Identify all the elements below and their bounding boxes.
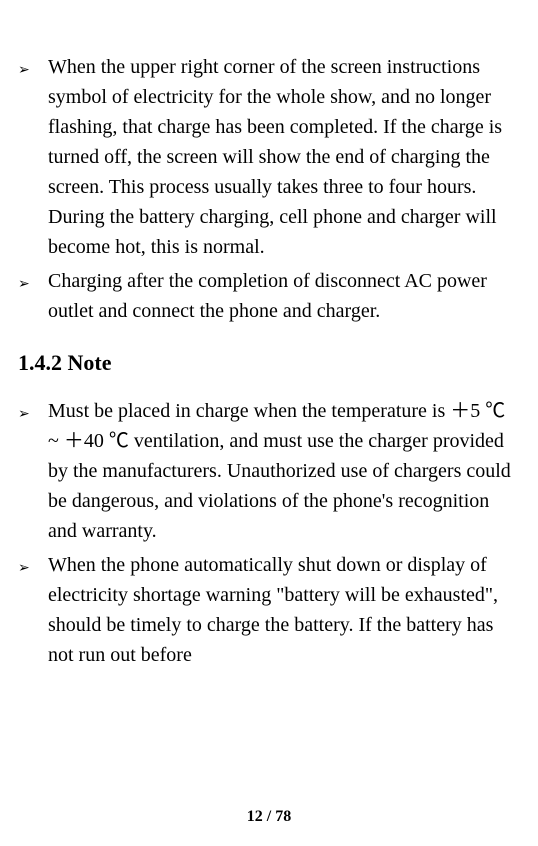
- page-container: ➢ When the upper right corner of the scr…: [0, 0, 538, 846]
- list-item: ➢ Must be placed in charge when the temp…: [18, 396, 520, 546]
- bullet-glyph: ➢: [18, 396, 48, 546]
- bullet-text: Charging after the completion of disconn…: [48, 266, 520, 326]
- bullet-glyph: ➢: [18, 266, 48, 326]
- bullet-text: When the phone automatically shut down o…: [48, 550, 520, 670]
- bullet-text: Must be placed in charge when the temper…: [48, 396, 520, 546]
- bullet-glyph: ➢: [18, 550, 48, 670]
- list-item: ➢ When the upper right corner of the scr…: [18, 52, 520, 262]
- list-item: ➢ Charging after the completion of disco…: [18, 266, 520, 326]
- bullet-text: When the upper right corner of the scree…: [48, 52, 520, 262]
- page-number: 12 / 78: [0, 808, 538, 826]
- section-heading: 1.4.2 Note: [18, 350, 520, 376]
- bullet-glyph: ➢: [18, 52, 48, 262]
- list-item: ➢ When the phone automatically shut down…: [18, 550, 520, 670]
